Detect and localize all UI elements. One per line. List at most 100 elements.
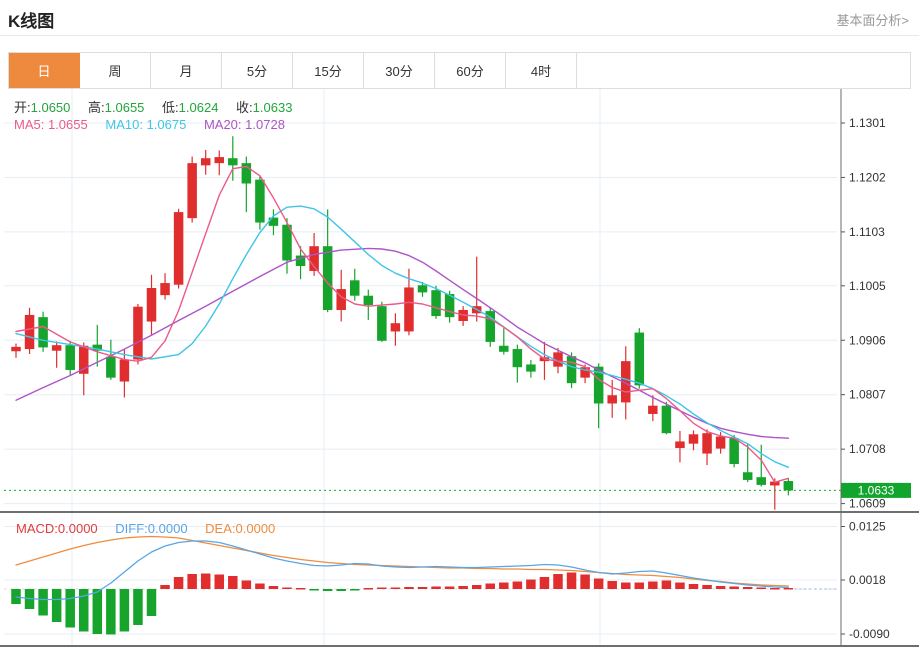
candle-body[interactable]	[363, 295, 374, 306]
high-value: 高:1.0655	[88, 100, 145, 115]
candle-body[interactable]	[146, 288, 157, 322]
candle-body[interactable]	[160, 283, 170, 296]
candle-body[interactable]	[350, 280, 360, 296]
candle-body[interactable]	[11, 346, 21, 352]
candle-body[interactable]	[390, 323, 401, 332]
candle-body[interactable]	[119, 359, 130, 382]
tab-5分[interactable]: 5分	[222, 53, 293, 88]
macd-bar	[756, 587, 766, 589]
candle-body[interactable]	[377, 306, 387, 341]
candle-body[interactable]	[228, 158, 238, 166]
candle-body[interactable]	[742, 472, 753, 480]
current-price-badge-label: 1.0633	[858, 483, 895, 497]
ma10-line	[15, 205, 790, 468]
tab-60分[interactable]: 60分	[435, 53, 506, 88]
macd-bar	[295, 588, 306, 590]
candle-body[interactable]	[553, 352, 563, 367]
candle-body[interactable]	[675, 441, 685, 449]
candle-body[interactable]	[770, 481, 780, 486]
macd-bar	[255, 583, 265, 589]
candle-body[interactable]	[214, 157, 225, 164]
candle-body[interactable]	[241, 163, 252, 184]
macd-bar	[431, 586, 441, 589]
candle-body[interactable]	[756, 477, 767, 485]
candle-body[interactable]	[133, 306, 143, 360]
macd-bar	[566, 572, 577, 589]
candle-body[interactable]	[702, 433, 712, 454]
current-price-badge	[841, 482, 911, 498]
macd-bar	[634, 582, 645, 589]
candle-body[interactable]	[255, 179, 265, 223]
macd-bar	[661, 580, 672, 589]
macd-bar	[702, 585, 712, 589]
candle-body[interactable]	[200, 158, 211, 166]
candle-body[interactable]	[38, 317, 48, 348]
candle-body[interactable]	[79, 345, 89, 374]
candle-body[interactable]	[729, 438, 739, 464]
macd-bar	[539, 577, 550, 589]
header-divider	[0, 35, 919, 36]
candle-body[interactable]	[65, 345, 75, 370]
candle-body[interactable]	[621, 361, 631, 403]
tab-bar-filler	[577, 53, 910, 88]
candle-body[interactable]	[417, 285, 428, 293]
macd-bar	[146, 589, 157, 616]
fundamental-analysis-link[interactable]: 基本面分析>	[836, 13, 909, 28]
candle-body[interactable]	[106, 356, 116, 378]
macd-bar	[580, 574, 590, 589]
macd-bar	[471, 585, 482, 589]
close-value: 收:1.0633	[236, 100, 293, 115]
candle-body[interactable]	[688, 434, 699, 444]
candle-body[interactable]	[526, 364, 536, 372]
candle-body[interactable]	[187, 163, 197, 219]
candle-body[interactable]	[661, 405, 672, 434]
candle-body[interactable]	[322, 246, 333, 310]
candle-body[interactable]	[24, 314, 35, 350]
ma5-line	[15, 165, 790, 483]
candle-body[interactable]	[404, 287, 414, 332]
candle-body[interactable]	[607, 395, 617, 404]
candle-body[interactable]	[499, 345, 509, 352]
tab-月[interactable]: 月	[151, 53, 222, 88]
macd-axis-label: -0.0090	[849, 627, 890, 641]
candle-body[interactable]	[431, 290, 441, 317]
tab-周[interactable]: 周	[80, 53, 151, 88]
macd-bar	[350, 589, 360, 591]
tab-4时[interactable]: 4时	[506, 53, 577, 88]
candle-body[interactable]	[282, 224, 292, 261]
macd-bar	[593, 578, 604, 589]
candle-body[interactable]	[51, 345, 62, 351]
candle-body[interactable]	[295, 255, 306, 266]
macd-bar	[65, 589, 75, 628]
candle-body[interactable]	[566, 356, 577, 384]
macd-bar	[214, 574, 224, 589]
macd-bar	[444, 586, 455, 589]
candle-body[interactable]	[593, 366, 604, 404]
macd-legend: MACD:0.0000 DIFF:0.0000 DEA:0.0000	[16, 521, 289, 536]
candle-body[interactable]	[715, 436, 726, 449]
tab-30分[interactable]: 30分	[364, 53, 435, 88]
candle-body[interactable]	[444, 294, 455, 318]
candle-body[interactable]	[173, 212, 184, 285]
tab-日[interactable]: 日	[9, 53, 80, 88]
candle-body[interactable]	[309, 246, 319, 271]
candle-body[interactable]	[268, 217, 279, 226]
price-axis-label: 1.0708	[849, 442, 886, 456]
candle-body[interactable]	[580, 367, 590, 378]
ohlc-legend: 开:1.0650 高:1.0655 低:1.0624 收:1.0633	[14, 97, 306, 116]
price-axis-label: 1.0609	[849, 497, 886, 511]
macd-bar	[133, 589, 143, 625]
candle-body[interactable]	[783, 481, 794, 491]
ma5-value: MA5: 1.0655	[14, 117, 88, 132]
macd-bar	[607, 581, 617, 589]
macd-bar	[38, 589, 48, 616]
candle-body[interactable]	[92, 344, 103, 351]
candle-body[interactable]	[485, 311, 496, 342]
candle-body[interactable]	[648, 405, 658, 414]
macd-bar	[119, 589, 130, 632]
candle-body[interactable]	[336, 289, 346, 310]
candle-body[interactable]	[512, 349, 523, 368]
candle-body[interactable]	[634, 332, 645, 386]
tab-15分[interactable]: 15分	[293, 53, 364, 88]
